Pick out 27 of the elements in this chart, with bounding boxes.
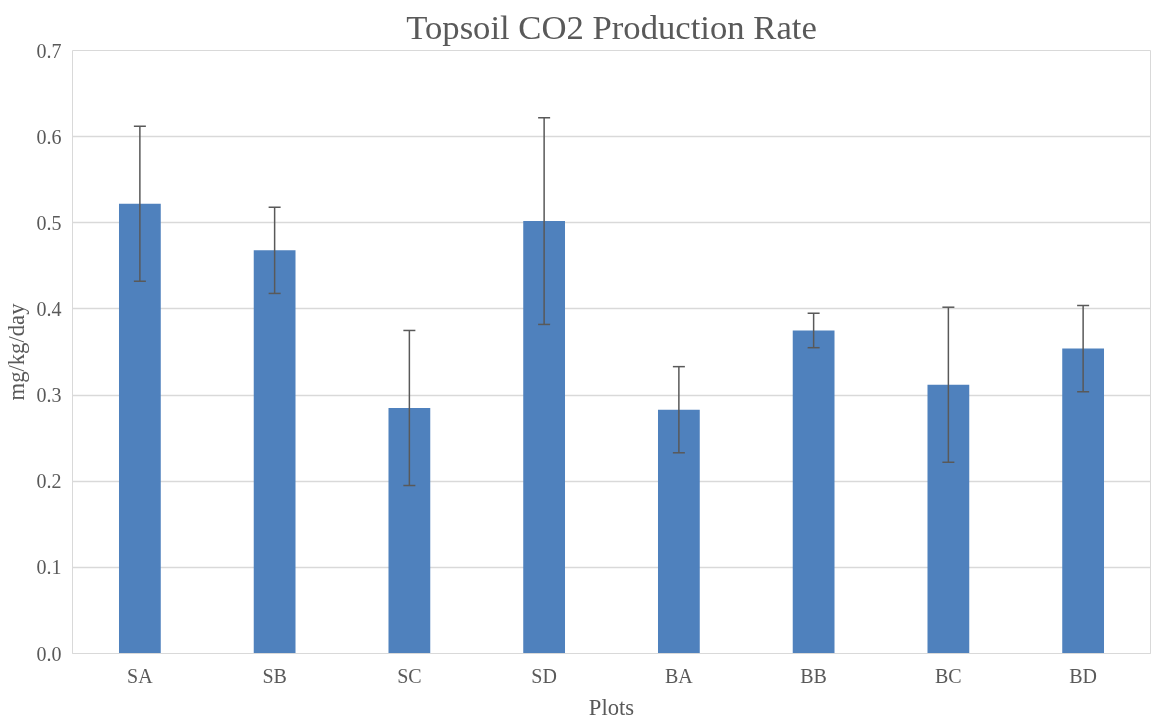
x-tick-label: SC <box>397 664 422 687</box>
x-tick-label: SA <box>127 664 154 687</box>
y-tick-label: 0.3 <box>36 384 62 407</box>
y-tick-label: 0.1 <box>36 556 62 579</box>
y-tick-label: 0.4 <box>36 297 62 320</box>
bar <box>118 203 161 654</box>
y-axis-title: mg/kg/day <box>3 302 29 401</box>
bar <box>253 250 296 654</box>
y-tick-label: 0.5 <box>36 211 62 234</box>
bar <box>523 221 566 654</box>
chart-title: Topsoil CO2 Production Rate <box>406 7 817 46</box>
bar <box>792 330 835 654</box>
y-tick-label: 0.7 <box>36 39 62 62</box>
x-tick-label: BB <box>800 664 827 687</box>
x-tick-label: BC <box>935 664 962 687</box>
bar <box>388 407 431 654</box>
x-tick-label: BD <box>1069 664 1098 687</box>
x-tick-label: SD <box>531 664 557 687</box>
y-tick-label: 0.2 <box>36 470 62 493</box>
y-tick-label: 0.6 <box>36 125 62 148</box>
x-tick-label: SB <box>262 664 287 687</box>
bar <box>657 409 700 654</box>
x-tick-label: BA <box>664 664 694 687</box>
y-tick-label: 0.0 <box>36 642 62 665</box>
bar <box>927 384 970 654</box>
x-axis-title: Plots <box>588 694 635 720</box>
bar <box>1062 348 1105 654</box>
